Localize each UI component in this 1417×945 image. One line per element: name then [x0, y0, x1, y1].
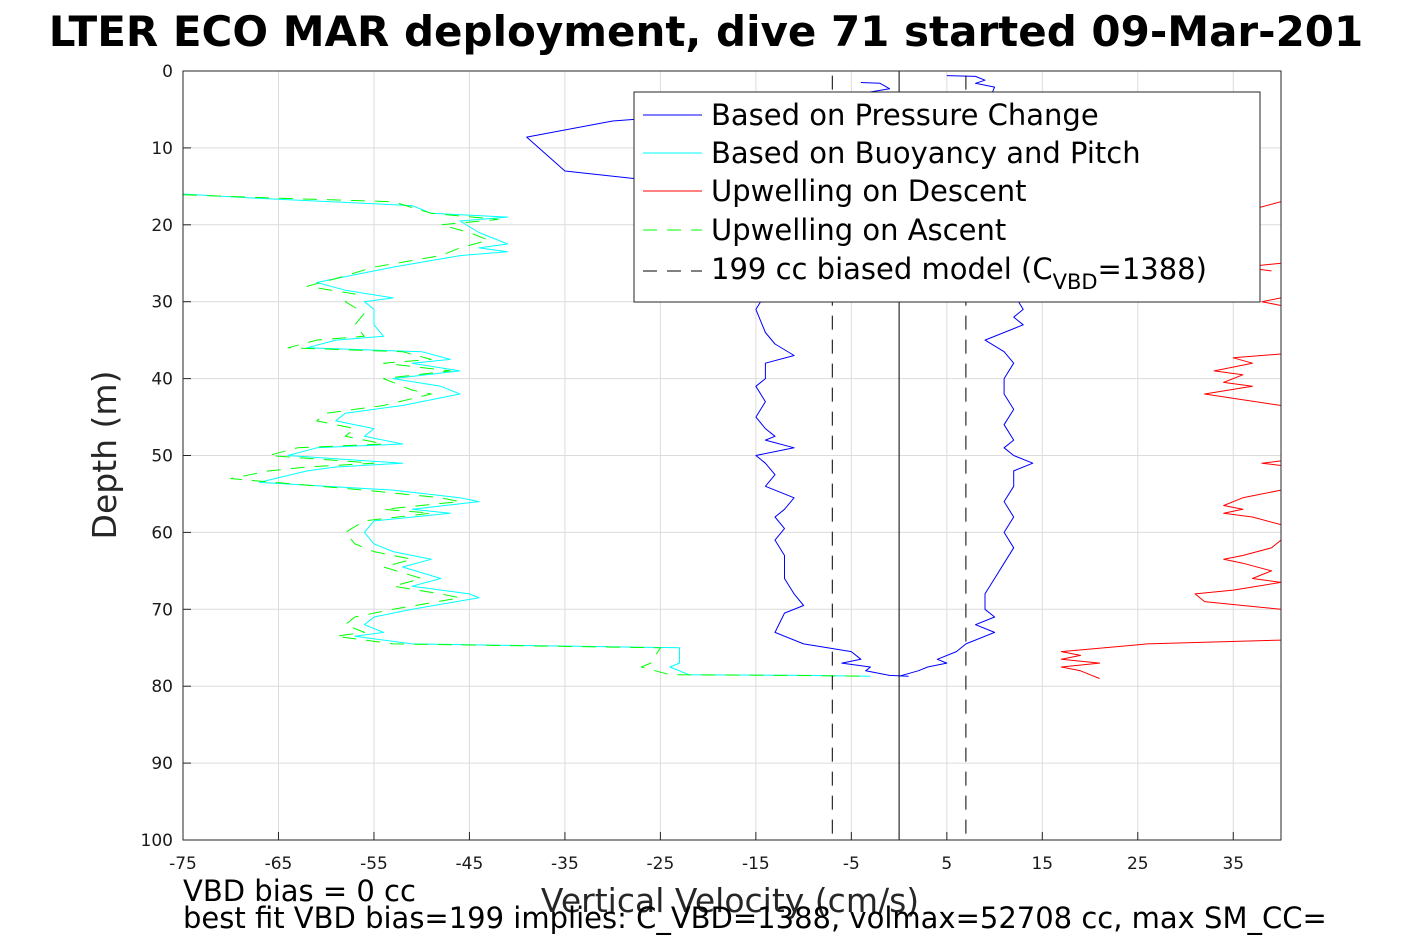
- legend-label-pressure: Based on Pressure Change: [711, 98, 1099, 132]
- legend-label-buoyancy: Based on Buoyancy and Pitch: [711, 136, 1141, 170]
- legend: Based on Pressure Change Based on Buoyan…: [633, 91, 1261, 303]
- series-line-upwelling-on-descent: [1223, 489, 1281, 526]
- y-tick-label: 10: [151, 139, 173, 159]
- y-axis-label: Depth (m): [85, 371, 124, 540]
- x-tick-label: -35: [551, 854, 579, 874]
- legend-label-model-end: =1388): [1098, 252, 1207, 286]
- y-tick-label: 60: [151, 523, 173, 543]
- legend-label-ascent: Upwelling on Ascent: [711, 213, 1006, 247]
- legend-label-model-sub: VBD: [1053, 270, 1098, 294]
- series-line-based-on-buoyancy-and-pitch: [183, 193, 871, 677]
- x-tick-label: 25: [1127, 854, 1149, 874]
- chart-title: LTER ECO MAR deployment, dive 71 started…: [49, 7, 1364, 56]
- y-tick-label: 70: [151, 600, 173, 620]
- y-tick-label: 0: [162, 62, 173, 82]
- series-line-upwelling-on-descent: [1060, 639, 1281, 679]
- y-tick-label: 40: [151, 370, 173, 390]
- series-line-upwelling-on-descent: [1194, 539, 1281, 610]
- x-axis-label: Vertical Velocity (cm/s): [541, 881, 919, 920]
- x-tick-label: -75: [169, 854, 197, 874]
- x-tick-label: -5: [843, 854, 860, 874]
- x-tick-label: 5: [941, 854, 952, 874]
- footer-line-2: best fit VBD bias=199 implies: C_VBD=138…: [183, 901, 1327, 935]
- y-tick-label: 100: [141, 831, 173, 851]
- y-tick-label: 20: [151, 216, 173, 236]
- legend-box: [633, 91, 1261, 303]
- x-tick-label: -15: [742, 854, 770, 874]
- x-tick-label: 35: [1222, 854, 1244, 874]
- series-line-upwelling-on-ascent: [183, 194, 861, 677]
- y-tick-label: 80: [151, 677, 173, 697]
- series-line-upwelling-on-descent: [1204, 353, 1281, 406]
- legend-label-model-main: 199 cc biased model (C: [711, 252, 1053, 286]
- x-tick-label: 15: [1031, 854, 1053, 874]
- y-tick-label: 30: [151, 293, 173, 313]
- x-tick-label: -55: [360, 854, 388, 874]
- series-line-upwelling-on-descent: [1261, 460, 1281, 466]
- legend-label-model: 199 cc biased model (CVBD=1388): [711, 252, 1207, 294]
- x-tick-label: -45: [456, 854, 484, 874]
- x-tick-label: -65: [265, 854, 293, 874]
- tick-group: -75 -65 -55 -45 -35 -25 -15 -5 5 15 25 350102030405…: [141, 62, 1245, 874]
- x-tick-label: -25: [647, 854, 675, 874]
- y-tick-label: 90: [151, 754, 173, 774]
- series-line-upwelling-on-descent: [1261, 297, 1281, 306]
- footer-line-1: VBD bias = 0 cc: [183, 874, 416, 908]
- legend-label-descent: Upwelling on Descent: [711, 174, 1027, 208]
- y-tick-label: 50: [151, 447, 173, 467]
